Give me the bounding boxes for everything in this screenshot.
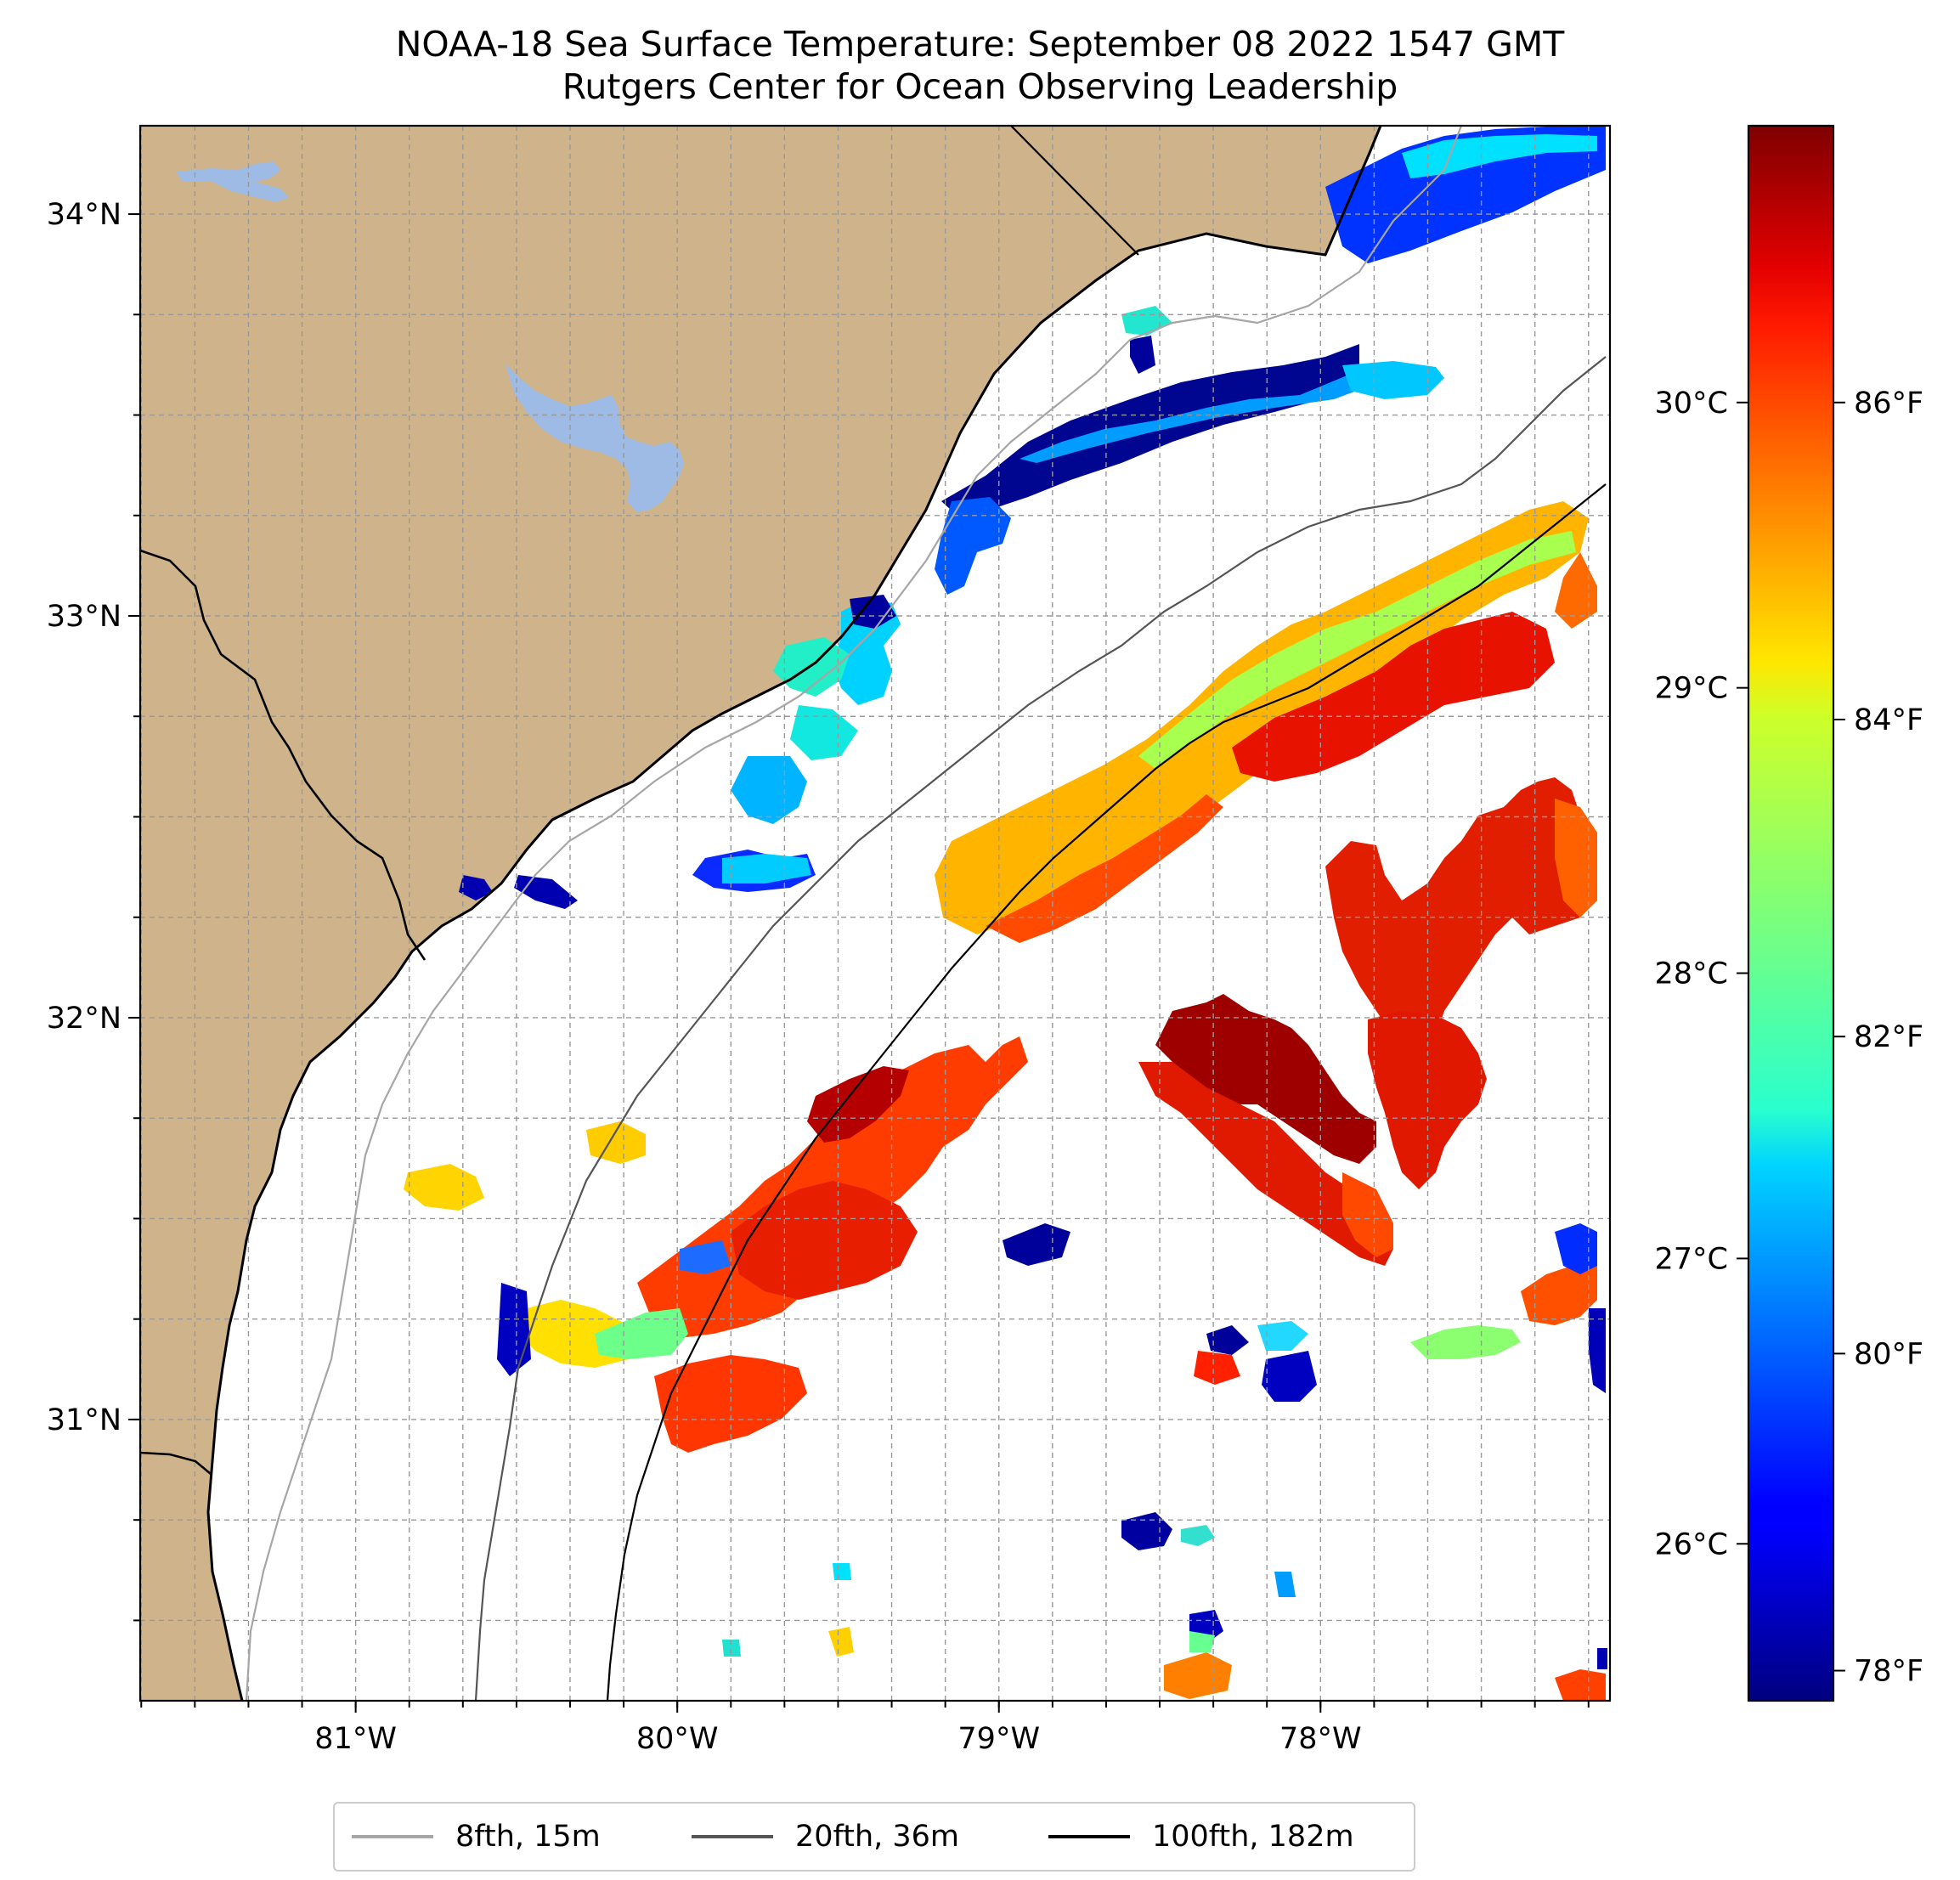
legend-item-100fth: 100fth, 182m xyxy=(1048,1804,1354,1870)
colorbar-celsius-label: 30°C xyxy=(1655,387,1728,421)
lake-marion xyxy=(506,364,684,512)
lon-tick-label: 80°W xyxy=(636,1722,719,1756)
colorbar-celsius-label: 27°C xyxy=(1655,1242,1728,1276)
legend-label-100fth: 100fth, 182m xyxy=(1152,1820,1354,1854)
lon-tick-label: 81°W xyxy=(314,1722,397,1756)
state-boundary-nc-sc xyxy=(1010,126,1139,256)
figure-subtitle: Rutgers Center for Ocean Observing Leade… xyxy=(562,66,1398,107)
legend: 8fth, 15m 20fth, 36m 100fth, 182m xyxy=(333,1802,1415,1872)
lake-moultrie xyxy=(176,161,289,202)
legend-swatch-8fth xyxy=(352,1835,433,1838)
latitude-ticks: 31°N 32°N 33°N 34°N xyxy=(47,198,140,1622)
contour-20fth xyxy=(474,356,1607,1701)
map-gridlines xyxy=(140,126,1610,1701)
colorbar-fahrenheit-label: 82°F xyxy=(1854,1020,1923,1054)
longitude-ticks: 81°W 80°W 79°W 78°W xyxy=(140,1701,1590,1756)
legend-item-20fth: 20fth, 36m xyxy=(692,1804,959,1870)
figure-title: NOAA-18 Sea Surface Temperature: Septemb… xyxy=(395,24,1565,65)
colorbar-celsius-label: 29°C xyxy=(1655,672,1728,706)
colorbar-fahrenheit-label: 78°F xyxy=(1854,1655,1923,1689)
coastline xyxy=(206,126,1382,1701)
contour-8fth xyxy=(245,126,1463,1701)
legend-label-8fth: 8fth, 15m xyxy=(455,1820,601,1854)
colorbar-fahrenheit-label: 84°F xyxy=(1854,703,1923,737)
state-boundary-ga-fl xyxy=(140,1451,212,1475)
map-frame xyxy=(138,124,1612,1702)
legend-item-8fth: 8fth, 15m xyxy=(352,1804,601,1870)
colorbar-celsius-ticks: 26°C 27°C 28°C 29°C 30°C xyxy=(1655,387,1748,1561)
legend-label-20fth: 20fth, 36m xyxy=(795,1820,960,1854)
colorbar-fahrenheit-label: 86°F xyxy=(1854,387,1923,421)
state-boundary-sc-ga xyxy=(140,549,426,961)
colorbar-celsius-label: 26°C xyxy=(1655,1527,1728,1561)
lon-tick-label: 79°W xyxy=(957,1722,1040,1756)
lat-tick-label: 31°N xyxy=(47,1403,121,1437)
lon-tick-label: 78°W xyxy=(1279,1722,1362,1756)
colorbar-fahrenheit-ticks: 78°F 80°F 82°F 84°F 86°F xyxy=(1833,387,1923,1689)
land-mass xyxy=(140,126,1381,1701)
legend-swatch-20fth xyxy=(692,1835,773,1838)
colorbar-celsius-label: 28°C xyxy=(1655,957,1728,991)
contour-100fth xyxy=(606,483,1607,1701)
lat-tick-label: 32°N xyxy=(47,1002,121,1036)
colorbar xyxy=(1747,124,1835,1702)
lat-tick-label: 34°N xyxy=(47,198,121,232)
colorbar-fahrenheit-label: 80°F xyxy=(1854,1337,1923,1371)
lat-tick-label: 33°N xyxy=(47,600,121,634)
legend-swatch-100fth xyxy=(1048,1835,1130,1838)
